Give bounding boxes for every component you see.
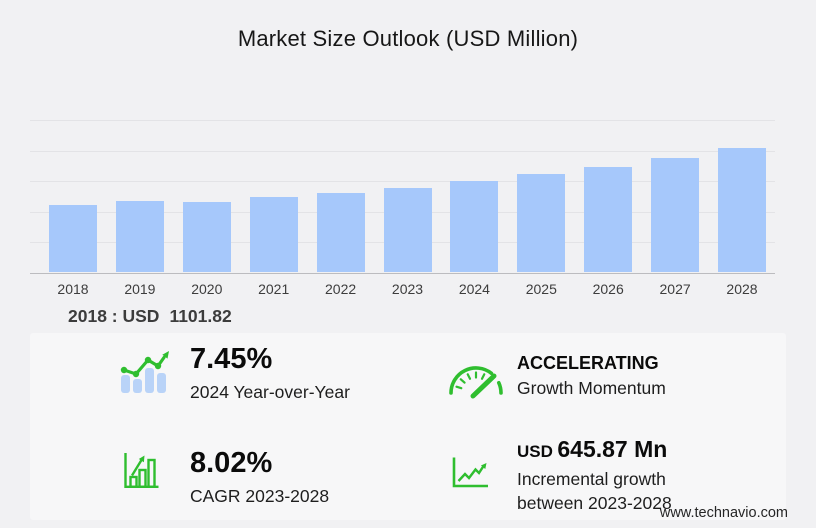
gridline xyxy=(30,150,775,152)
bar-2025 xyxy=(517,174,566,272)
bar-2023 xyxy=(383,187,432,272)
x-axis-label-2025: 2025 xyxy=(525,281,557,297)
cagr-label: CAGR 2023-2028 xyxy=(190,485,330,506)
stat-incremental: USD 645.87 Mn Incremental growth between… xyxy=(517,436,672,515)
bar-2020 xyxy=(182,202,231,272)
x-axis-label-2028: 2028 xyxy=(726,281,758,297)
bar-2018 xyxy=(49,204,97,272)
bar-2019 xyxy=(115,200,164,272)
gridline xyxy=(30,181,775,183)
bar-2027 xyxy=(651,157,700,272)
incremental-growth-icon xyxy=(452,456,490,489)
gridline xyxy=(30,120,775,121)
incremental-label: Incremental growth between 2023-2028 xyxy=(517,469,672,514)
x-axis-label-2022: 2022 xyxy=(325,281,357,297)
bar-2028 xyxy=(718,148,766,272)
bar-2024 xyxy=(450,181,499,272)
highlight-value: 1101.82 xyxy=(169,306,232,326)
x-axis-label-2026: 2026 xyxy=(592,281,624,297)
x-axis-label-2018: 2018 xyxy=(57,281,89,297)
stat-momentum: ACCELERATING Growth Momentum xyxy=(517,353,666,399)
x-axis-label-2019: 2019 xyxy=(124,281,156,297)
chart-growth-arrow-icon xyxy=(123,452,160,489)
yoy-value: 7.45% xyxy=(190,343,273,375)
stat-cagr: 8.02% CAGR 2023-2028 xyxy=(190,447,330,508)
cagr-value: 8.02% xyxy=(190,447,273,479)
incremental-currency: USD xyxy=(517,442,553,461)
x-axis-label-2024: 2024 xyxy=(458,281,490,297)
bar-trend-up-icon xyxy=(117,348,173,396)
x-axis-label-2021: 2021 xyxy=(258,281,290,297)
bar-2022 xyxy=(316,192,365,272)
speedometer-icon xyxy=(447,352,505,399)
x-axis-label-2020: 2020 xyxy=(191,281,223,297)
incremental-value-line: USD 645.87 Mn xyxy=(517,436,672,463)
momentum-value: ACCELERATING xyxy=(517,353,659,373)
yoy-label: 2024 Year-over-Year xyxy=(190,381,350,402)
chart-title: Market Size Outlook (USD Million) xyxy=(237,26,579,51)
x-axis-label-2023: 2023 xyxy=(391,281,424,297)
bar-2026 xyxy=(584,166,633,272)
x-axis-line xyxy=(30,273,775,274)
website-link: www.technavio.com xyxy=(659,505,788,521)
bar-2021 xyxy=(249,197,298,272)
plot-area: 2018 2019 2020 2021 2022 2023 2024 2025 2026 2027… xyxy=(30,120,775,297)
x-axis-label-2027: 2027 xyxy=(659,281,691,297)
highlight-label: 2018 : USD xyxy=(68,306,160,326)
stat-yoy: 7.45% 2024 Year-over-Year xyxy=(190,343,350,404)
momentum-label: Growth Momentum xyxy=(517,377,666,398)
highlight-callout: 2018 : USD 1101.82 xyxy=(68,306,232,327)
incremental-value: 645.87 Mn xyxy=(557,436,668,462)
